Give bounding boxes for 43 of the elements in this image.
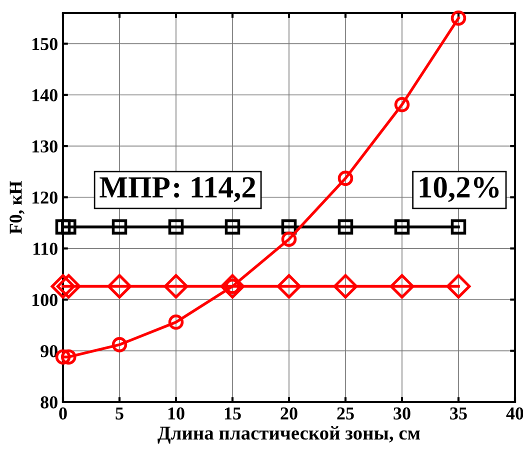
point <box>276 274 302 299</box>
x-tick-label: 15 <box>224 407 241 420</box>
x-tick-label: 25 <box>337 407 354 420</box>
y-tick-label: 130 <box>32 140 58 153</box>
x-tick-label: 40 <box>506 407 523 420</box>
point <box>55 219 71 235</box>
x-tick-label: 20 <box>280 407 298 420</box>
annotation: МПР: 114,2 <box>100 177 256 202</box>
point <box>61 349 76 365</box>
point <box>446 274 471 299</box>
y-tick-label: 110 <box>33 242 58 255</box>
y-tick-label: 140 <box>32 89 58 102</box>
point <box>56 274 81 299</box>
y-axis-title: F0, кН <box>10 181 24 234</box>
x-tick-label: 35 <box>450 407 467 420</box>
point <box>281 232 297 247</box>
point <box>450 219 466 235</box>
x-axis-title: Длина пластической зоны, см <box>158 426 420 444</box>
y-tick-label: 120 <box>32 192 58 204</box>
y-tick-label: 80 <box>40 396 58 408</box>
point <box>61 219 76 235</box>
y-tick-label: 150 <box>32 38 58 50</box>
point <box>164 274 188 299</box>
point <box>112 219 128 235</box>
point <box>168 219 184 235</box>
point <box>333 274 358 299</box>
point <box>168 314 184 330</box>
x-tick-label: 10 <box>168 407 184 420</box>
point <box>338 170 354 186</box>
point <box>394 96 410 112</box>
point <box>112 337 128 352</box>
x-tick-label: 0 <box>59 407 67 420</box>
point <box>450 10 466 26</box>
y-tick-label: 90 <box>40 345 58 358</box>
point <box>394 219 410 235</box>
x-tick-label: 30 <box>394 407 410 420</box>
point <box>224 219 240 235</box>
y-tick-label: 100 <box>32 294 58 306</box>
point <box>390 274 414 299</box>
point <box>338 219 354 235</box>
x-tick-label: 5 <box>116 408 124 420</box>
point <box>107 274 132 299</box>
annotation: 10,2% <box>420 177 499 202</box>
